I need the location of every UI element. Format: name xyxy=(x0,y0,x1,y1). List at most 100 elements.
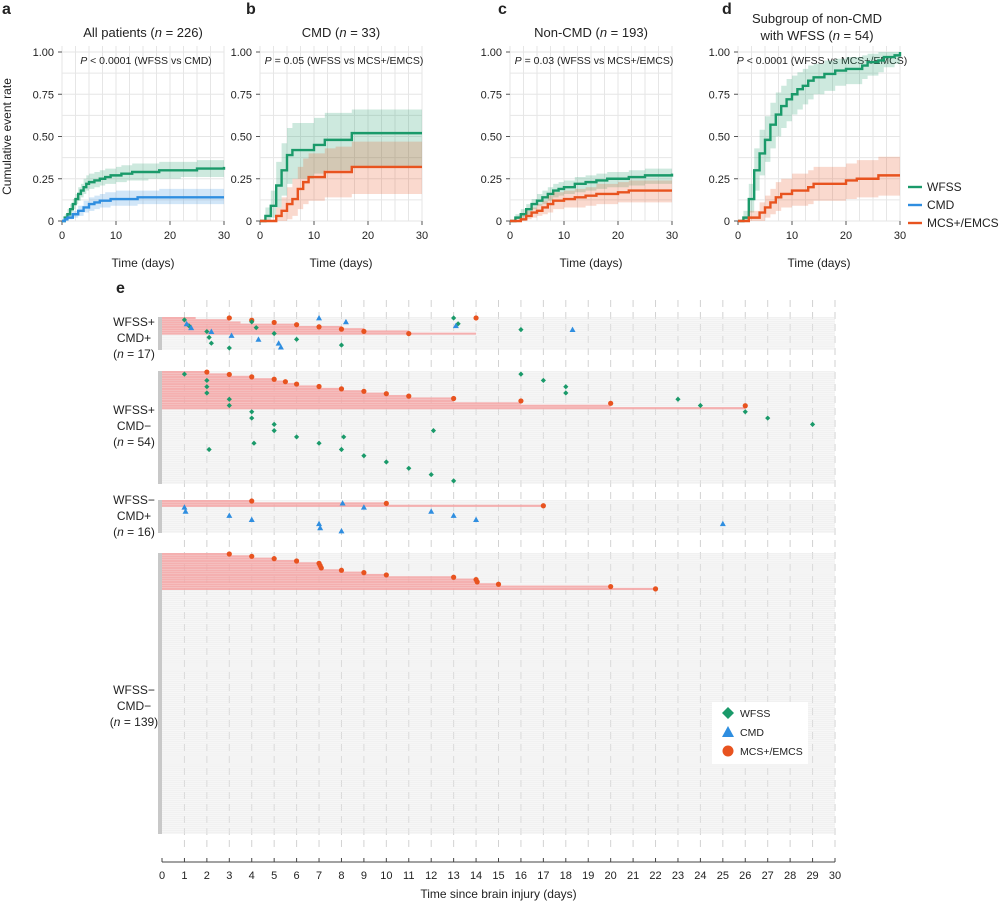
patient-row xyxy=(162,371,835,373)
marker-wfss xyxy=(208,340,214,346)
panel-letter: b xyxy=(246,1,256,18)
patient-row-mcs xyxy=(162,573,387,577)
patient-row-mcs xyxy=(162,375,252,379)
patient-row xyxy=(162,440,835,442)
patient-row xyxy=(162,473,835,476)
patient-row xyxy=(162,609,835,612)
x-tick-label: 20 xyxy=(612,230,624,242)
patient-row xyxy=(162,821,835,824)
patient-row xyxy=(162,825,835,828)
patient-row xyxy=(162,783,835,786)
x-tick-label: 0 xyxy=(59,230,65,242)
marker-cmd xyxy=(181,504,188,510)
marker-wfss xyxy=(271,330,277,337)
patient-row xyxy=(162,589,835,592)
panel-letter: c xyxy=(498,1,507,18)
legend-label-wfss: WFSS xyxy=(927,180,962,194)
patient-row xyxy=(162,318,835,321)
patient-row xyxy=(162,469,835,472)
group-label-line2: CMD+ xyxy=(117,509,151,523)
patient-row xyxy=(162,635,835,638)
x-tick-label: 18 xyxy=(560,870,572,882)
patient-row xyxy=(162,383,835,386)
group-n-value: = 139) xyxy=(120,715,158,729)
patient-row xyxy=(162,553,835,555)
marker-mcs xyxy=(318,565,324,571)
patient-row xyxy=(162,396,835,398)
patient-row xyxy=(162,751,835,753)
marker-cmd xyxy=(569,326,576,333)
patient-row xyxy=(162,753,835,755)
patient-row xyxy=(162,771,835,773)
marker-mcs xyxy=(282,379,288,385)
legend-label-cmd: CMD xyxy=(740,727,764,739)
y-tick-label: 0.25 xyxy=(481,174,502,186)
patient-row xyxy=(162,724,835,727)
patient-row xyxy=(162,514,835,517)
patient-row-mcs xyxy=(162,317,196,320)
panel-title-part-0: Non-CMD ( xyxy=(534,25,600,40)
marker-mcs xyxy=(652,586,659,592)
patient-row xyxy=(162,591,835,594)
panel-title-part-1: n xyxy=(155,25,162,40)
marker-wfss xyxy=(206,334,212,340)
patient-row-mcs xyxy=(162,404,611,407)
patient-row xyxy=(162,696,835,699)
patient-row xyxy=(162,467,835,469)
ci-band-mcs xyxy=(260,141,422,221)
panel-title: Non-CMD (n = 193) xyxy=(534,25,648,40)
legend-label-wfss: WFSS xyxy=(740,708,770,720)
marker-wfss xyxy=(206,446,212,453)
x-tick-label: 12 xyxy=(425,870,437,882)
panel-letter: e xyxy=(116,280,125,297)
patient-row xyxy=(162,741,835,743)
x-tick-label: 3 xyxy=(226,870,232,882)
p-value-annotation-part-1: < 0.0001 (WFSS vs CMD) xyxy=(87,55,212,67)
swimmer-group-2: WFSS−CMD+(n = 16) xyxy=(113,493,835,539)
patient-row-mcs xyxy=(162,378,275,381)
patient-row xyxy=(162,829,835,832)
patient-row xyxy=(162,561,835,563)
panel-c: 0 0.25 0.50 0.75 1.00 0 10 20 30 Time (days) c Non-… xyxy=(481,1,679,270)
patient-row-mcs xyxy=(162,502,387,505)
patient-row xyxy=(162,555,835,557)
group-n-open: ( xyxy=(113,435,117,449)
y-tick-label: 0.50 xyxy=(231,132,252,144)
patient-row-mcs xyxy=(162,332,477,335)
x-tick-label: 16 xyxy=(515,870,527,882)
marker-mcs xyxy=(338,567,345,573)
group-label-line2: CMD− xyxy=(117,419,151,433)
patient-row xyxy=(162,650,835,652)
patient-row xyxy=(162,410,835,413)
marker-wfss xyxy=(181,317,188,323)
marker-mcs xyxy=(338,386,345,392)
patient-row xyxy=(162,643,835,646)
patient-row xyxy=(162,520,835,523)
patient-row xyxy=(162,767,835,769)
patient-row xyxy=(162,605,835,608)
panel-title-part-1: n xyxy=(833,28,840,43)
x-tick-label: 11 xyxy=(403,870,414,882)
y-tick-label: 0.75 xyxy=(231,89,252,101)
marker-wfss xyxy=(316,440,322,446)
legend-label-mcs: MCS+/EMCS xyxy=(927,216,999,230)
patient-row xyxy=(162,463,835,465)
patient-row-mcs xyxy=(162,500,252,503)
group-bracket xyxy=(158,317,162,350)
marker-mcs xyxy=(271,376,277,382)
marker-wfss xyxy=(226,402,232,409)
patient-row xyxy=(162,658,835,660)
panel-title-line1: Subgroup of non-CMD xyxy=(752,11,882,26)
patient-row xyxy=(162,427,835,430)
patient-row xyxy=(162,375,835,377)
patient-row xyxy=(162,599,835,602)
x-tick-label: 10 xyxy=(558,230,570,242)
patient-row xyxy=(162,458,835,461)
patient-row xyxy=(162,429,835,432)
marker-cmd xyxy=(317,524,324,531)
marker-wfss xyxy=(253,325,259,331)
patient-row xyxy=(162,811,835,814)
marker-mcs xyxy=(204,369,210,375)
patient-row xyxy=(162,607,835,610)
